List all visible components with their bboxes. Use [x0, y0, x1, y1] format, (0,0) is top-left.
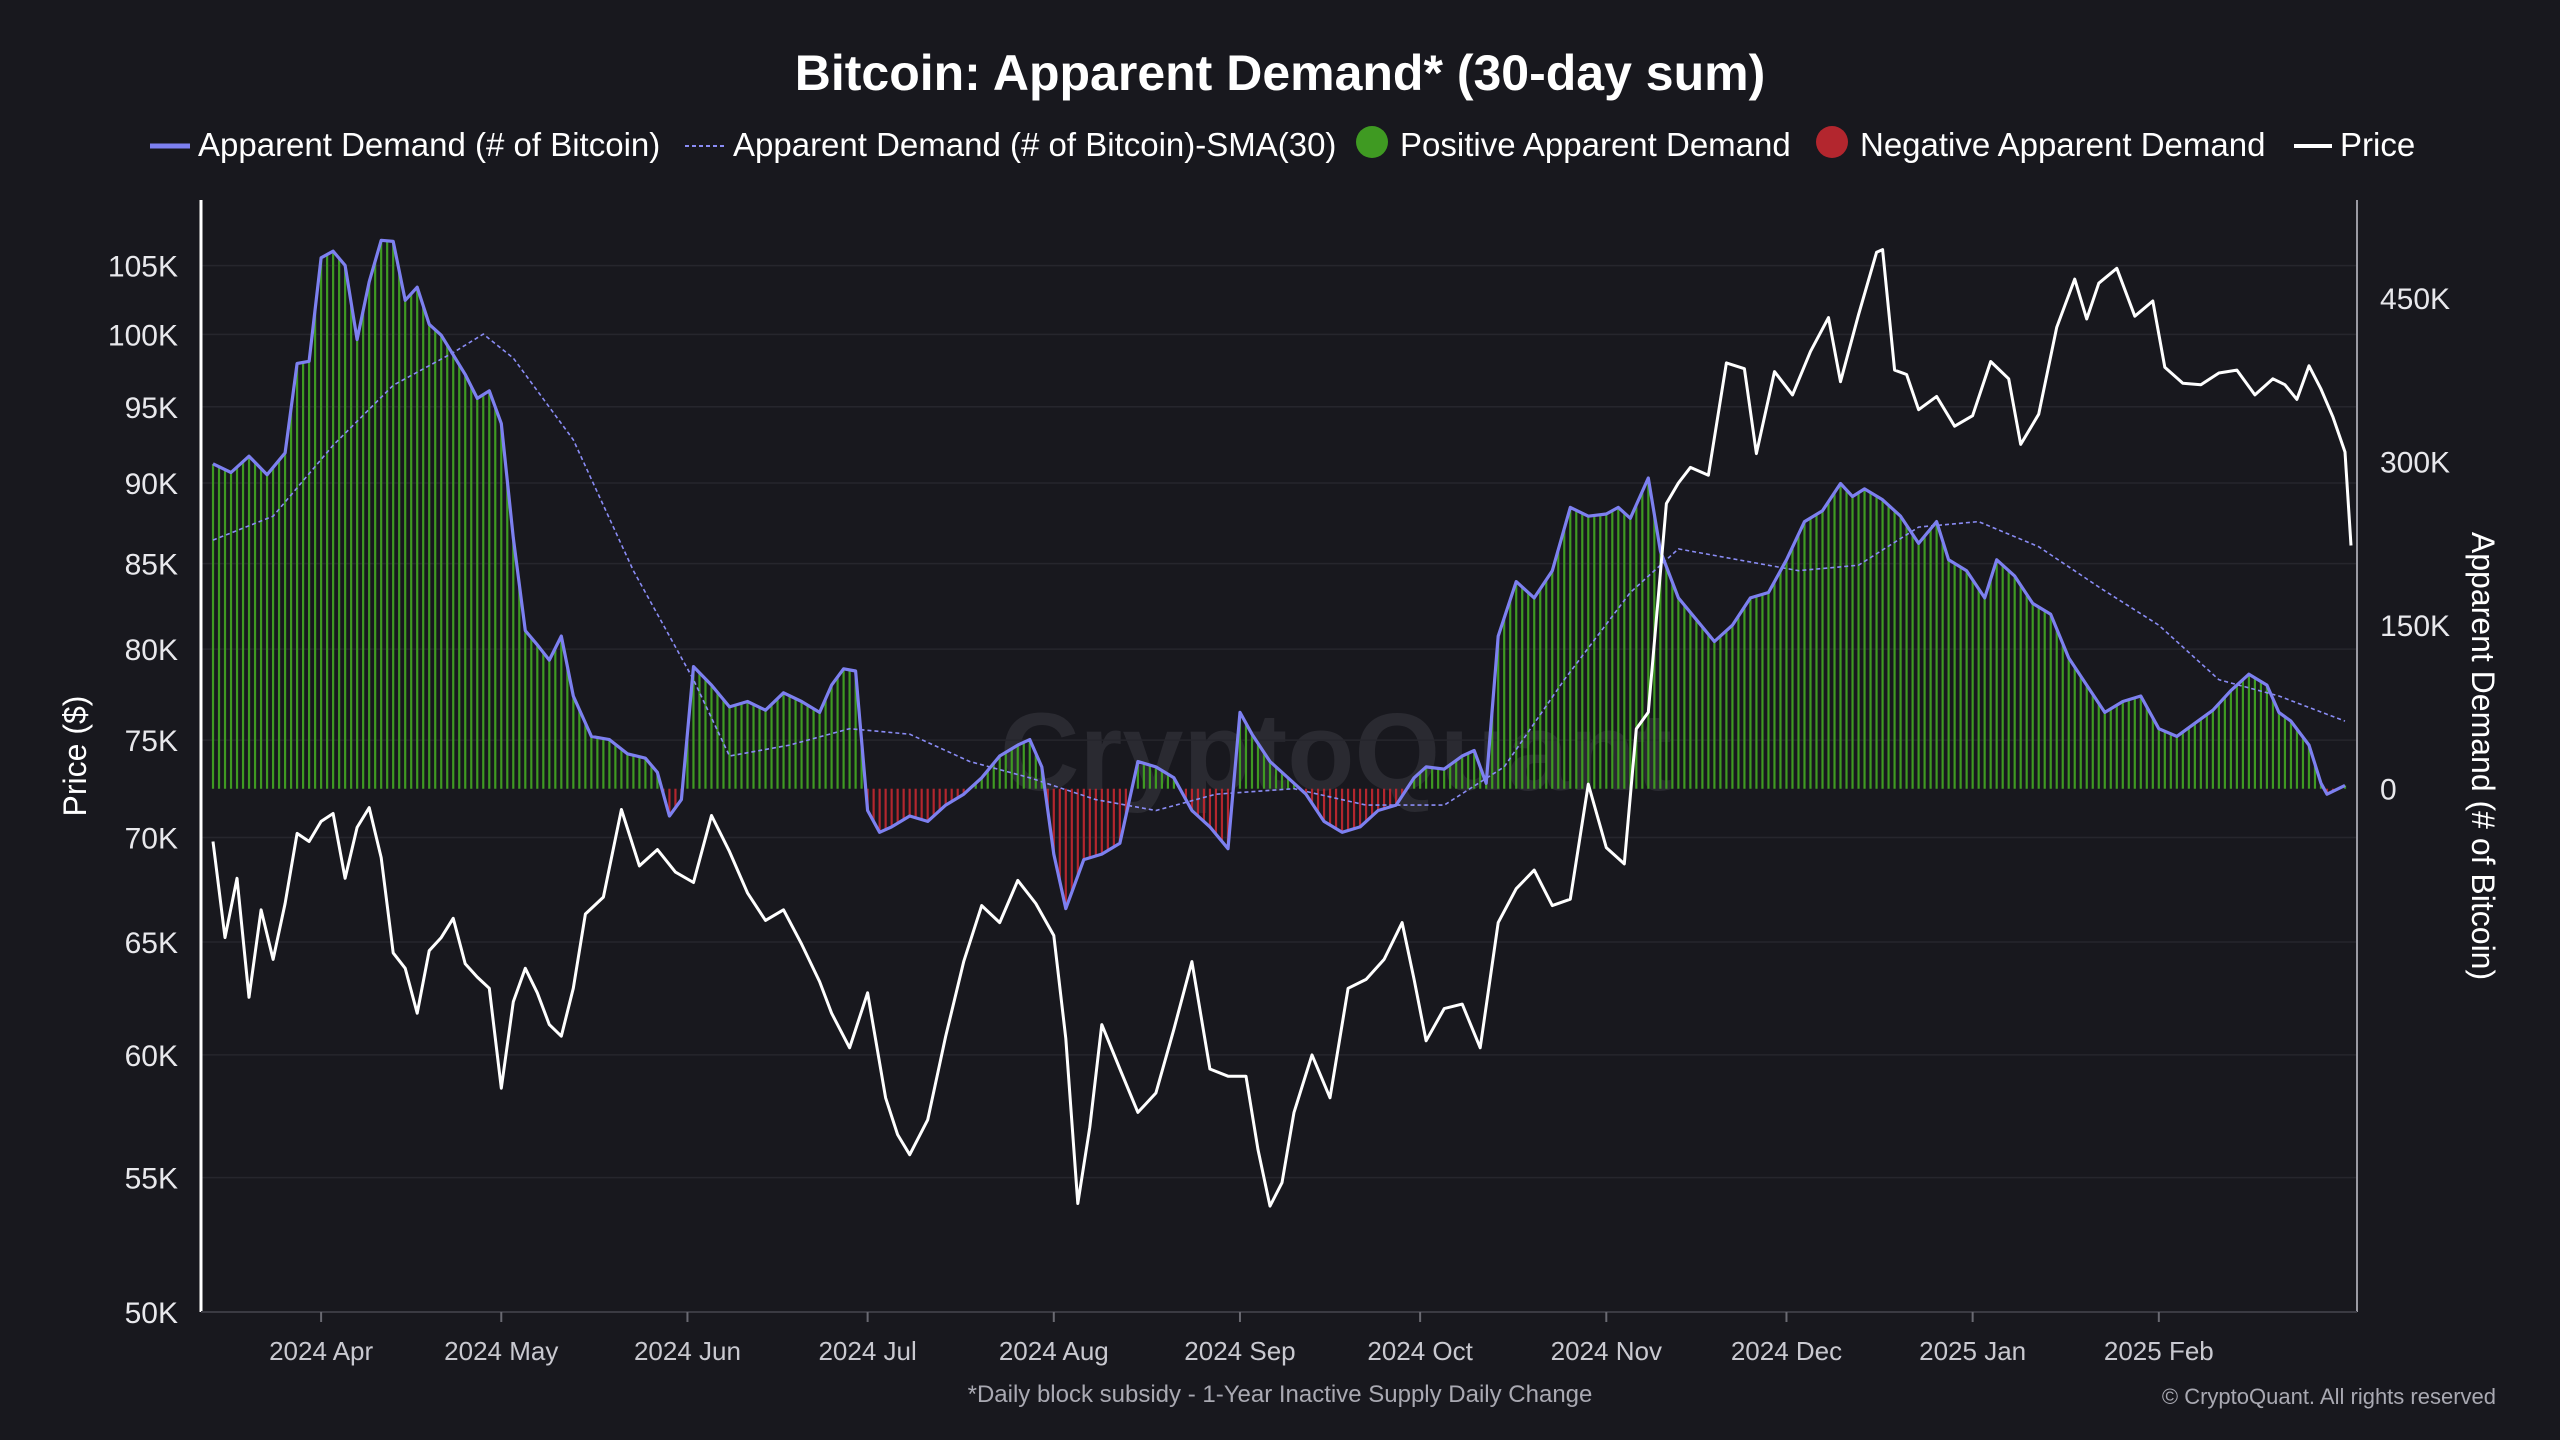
legend-demand-label: Apparent Demand (# of Bitcoin): [198, 126, 660, 163]
left-tick-label: 65K: [125, 927, 178, 960]
x-tick-label: 2024 Oct: [1367, 1336, 1473, 1366]
price-series: [211, 248, 2353, 1208]
x-tick-label: 2024 Jun: [634, 1336, 741, 1366]
left-axis-label: Price ($): [57, 696, 93, 817]
left-tick-label: 100K: [108, 319, 178, 352]
right-tick-label: 0: [2380, 774, 2397, 807]
demand-series: [212, 238, 2346, 911]
right-tick-label: 450K: [2380, 283, 2450, 316]
left-tick-label: 105K: [108, 251, 178, 284]
x-tick-label: 2024 Sep: [1184, 1336, 1295, 1366]
left-axis-ticks: 50K 55K 60K 65K 70K 75K 80K 85K 90K 95K 100K 105K: [108, 251, 178, 1330]
demand-bars: [211, 240, 2347, 909]
x-tick-label: 2024 Dec: [1731, 1336, 1842, 1366]
left-tick-label: 50K: [125, 1297, 178, 1330]
left-tick-label: 85K: [125, 549, 178, 582]
left-tick-label: 55K: [125, 1163, 178, 1196]
right-tick-label: 150K: [2380, 610, 2450, 643]
legend-sma-label: Apparent Demand (# of Bitcoin)-SMA(30): [733, 126, 1336, 163]
chart-title: Bitcoin: Apparent Demand* (30-day sum): [795, 45, 1766, 101]
legend: Apparent Demand (# of Bitcoin) Apparent …: [150, 126, 2415, 163]
right-axis-label: Apparent Demand (# of Bitcoin): [2465, 532, 2501, 980]
x-tick-label: 2024 May: [444, 1336, 558, 1366]
legend-negative-label: Negative Apparent Demand: [1860, 126, 2265, 163]
price-line: [211, 248, 2353, 1208]
x-tick-label: 2024 Nov: [1551, 1336, 1662, 1366]
copyright: © CryptoQuant. All rights reserved: [2162, 1384, 2496, 1409]
demand-line: [212, 238, 2346, 911]
x-tick-label: 2025 Jan: [1919, 1336, 2026, 1366]
x-tick-label: 2025 Feb: [2104, 1336, 2214, 1366]
left-tick-label: 70K: [125, 822, 178, 855]
x-axis-ticks: 2024 Apr 2024 May 2024 Jun 2024 Jul 2024 Aug…: [269, 1312, 2214, 1366]
legend-price-label: Price: [2340, 126, 2415, 163]
legend-negative-swatch: [1816, 126, 1848, 158]
left-tick-label: 90K: [125, 468, 178, 501]
left-tick-label: 95K: [125, 392, 178, 425]
left-tick-label: 80K: [125, 634, 178, 667]
left-tick-label: 75K: [125, 725, 178, 758]
right-axis-ticks: 0 150K 300K 450K: [2380, 283, 2450, 807]
legend-positive-label: Positive Apparent Demand: [1400, 126, 1791, 163]
legend-positive-swatch: [1356, 126, 1388, 158]
footnote: *Daily block subsidy - 1-Year Inactive S…: [968, 1381, 1593, 1408]
x-tick-label: 2024 Aug: [999, 1336, 1109, 1366]
left-tick-label: 60K: [125, 1040, 178, 1073]
x-tick-label: 2024 Apr: [269, 1336, 373, 1366]
x-tick-label: 2024 Jul: [818, 1336, 916, 1366]
right-tick-label: 300K: [2380, 447, 2450, 480]
